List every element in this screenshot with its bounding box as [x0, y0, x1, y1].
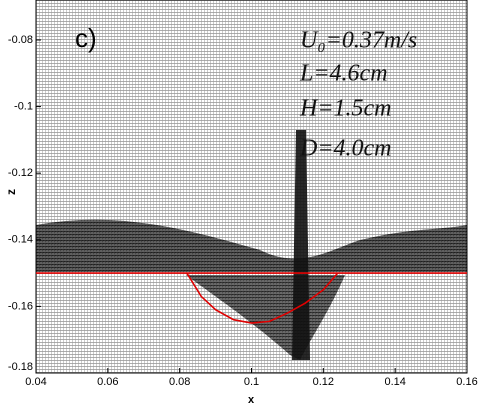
x-tick-label: 0.14	[384, 376, 405, 388]
y-tick-label: -0.18	[8, 361, 33, 373]
annotation: L=4.6cm	[299, 61, 388, 87]
annotation: H=1.5cm	[299, 96, 392, 122]
y-tick-label: -0.14	[8, 234, 33, 246]
vector-field-dense	[36, 219, 467, 272]
x-tick-label: 0.16	[456, 376, 477, 388]
profile-line	[186, 272, 339, 324]
x-tick-label: 0.12	[313, 376, 334, 388]
x-tick-label: 0.06	[97, 376, 118, 388]
y-tick-label: -0.16	[8, 300, 33, 312]
x-tick-label: 0.08	[169, 376, 190, 388]
x-tick-label: 0.1	[244, 376, 259, 388]
y-axis-label: z	[4, 189, 18, 195]
y-tick-label: -0.12	[8, 167, 33, 179]
annotation: U₀=0.37m/s	[300, 28, 417, 54]
x-axis-label: x	[248, 394, 255, 405]
x-tick-label: 0.04	[25, 376, 46, 388]
annotation: D=4.0cm	[299, 136, 392, 162]
y-tick-label: -0.1	[14, 100, 33, 112]
panel-label: c)	[75, 23, 97, 53]
y-tick-label: -0.08	[8, 34, 33, 46]
